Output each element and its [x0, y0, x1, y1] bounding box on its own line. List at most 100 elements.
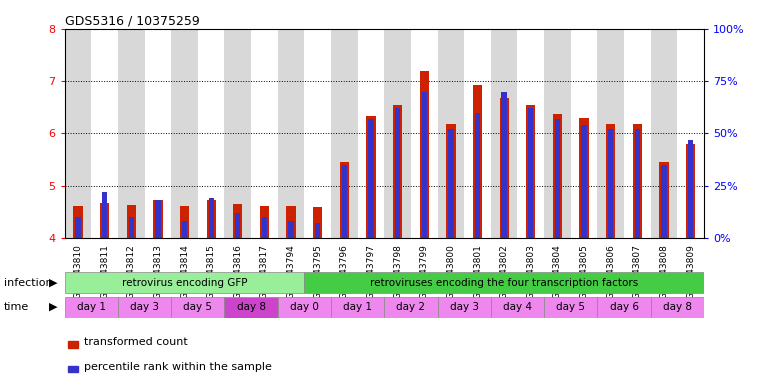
Bar: [206, 200, 216, 238]
Bar: [686, 144, 696, 238]
Text: ▶: ▶: [49, 302, 57, 312]
Bar: [448, 129, 454, 238]
Bar: [552, 114, 562, 238]
Bar: [260, 206, 269, 238]
Text: day 6: day 6: [610, 302, 638, 312]
Bar: [91, 29, 118, 238]
Bar: [209, 198, 214, 238]
Bar: [224, 296, 278, 318]
Bar: [677, 29, 704, 238]
Text: transformed count: transformed count: [84, 337, 187, 347]
Bar: [182, 221, 187, 238]
Bar: [342, 165, 347, 238]
Bar: [446, 124, 456, 238]
Bar: [331, 296, 384, 318]
Text: day 1: day 1: [343, 302, 372, 312]
Bar: [544, 296, 597, 318]
Text: day 8: day 8: [237, 302, 266, 312]
Bar: [632, 124, 642, 238]
Bar: [366, 116, 376, 238]
Bar: [526, 105, 536, 238]
Bar: [102, 192, 107, 238]
Bar: [499, 98, 509, 238]
Bar: [555, 119, 560, 238]
Text: day 8: day 8: [663, 302, 692, 312]
Bar: [422, 91, 427, 238]
Text: day 0: day 0: [290, 302, 319, 312]
Bar: [608, 129, 613, 238]
Bar: [438, 29, 464, 238]
Bar: [153, 200, 163, 238]
Bar: [65, 29, 91, 238]
Text: day 5: day 5: [183, 302, 212, 312]
Bar: [262, 217, 267, 238]
Text: day 1: day 1: [77, 302, 106, 312]
Bar: [224, 29, 251, 238]
Bar: [419, 71, 429, 238]
Bar: [65, 272, 304, 293]
Bar: [491, 296, 544, 318]
Bar: [304, 272, 704, 293]
Bar: [597, 296, 651, 318]
Bar: [473, 85, 482, 238]
Text: retroviruses encoding the four transcription factors: retroviruses encoding the four transcrip…: [370, 278, 638, 288]
Bar: [118, 296, 171, 318]
Bar: [286, 206, 296, 238]
Text: day 4: day 4: [503, 302, 532, 312]
Text: time: time: [4, 302, 29, 312]
Text: GDS5316 / 10375259: GDS5316 / 10375259: [65, 15, 199, 28]
Bar: [624, 29, 651, 238]
Bar: [597, 29, 624, 238]
Text: day 5: day 5: [556, 302, 585, 312]
Bar: [635, 129, 640, 238]
Bar: [581, 125, 587, 238]
Text: day 3: day 3: [450, 302, 479, 312]
Bar: [331, 29, 358, 238]
Bar: [384, 296, 438, 318]
Bar: [688, 140, 693, 238]
Bar: [233, 204, 243, 238]
Bar: [651, 296, 704, 318]
Text: day 3: day 3: [130, 302, 159, 312]
Bar: [75, 217, 81, 238]
Bar: [411, 29, 438, 238]
Bar: [358, 29, 384, 238]
Bar: [198, 29, 224, 238]
Bar: [661, 165, 667, 238]
Bar: [659, 162, 669, 238]
Bar: [155, 200, 161, 238]
Bar: [393, 105, 403, 238]
Bar: [579, 118, 589, 238]
Bar: [438, 296, 491, 318]
Bar: [339, 162, 349, 238]
Bar: [288, 221, 294, 238]
Bar: [571, 29, 597, 238]
Bar: [368, 119, 374, 238]
Bar: [395, 108, 400, 238]
Bar: [313, 207, 323, 238]
Text: ▶: ▶: [49, 278, 57, 288]
Text: infection: infection: [4, 278, 53, 288]
Bar: [544, 29, 571, 238]
Bar: [606, 124, 616, 238]
Bar: [491, 29, 517, 238]
Bar: [528, 108, 533, 238]
Text: percentile rank within the sample: percentile rank within the sample: [84, 362, 272, 372]
Bar: [315, 223, 320, 238]
Text: day 2: day 2: [396, 302, 425, 312]
Bar: [475, 113, 480, 238]
Bar: [235, 213, 240, 238]
Bar: [171, 296, 224, 318]
Bar: [304, 29, 331, 238]
Bar: [651, 29, 677, 238]
Bar: [171, 29, 198, 238]
Bar: [501, 91, 507, 238]
Bar: [126, 205, 136, 238]
Bar: [100, 202, 110, 238]
Bar: [129, 217, 134, 238]
Bar: [464, 29, 491, 238]
Bar: [118, 29, 145, 238]
Bar: [251, 29, 278, 238]
Bar: [65, 296, 118, 318]
Bar: [517, 29, 544, 238]
